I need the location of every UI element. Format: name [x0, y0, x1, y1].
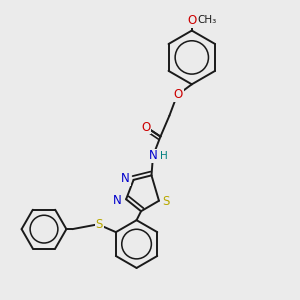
- Text: S: S: [163, 195, 170, 208]
- Text: S: S: [95, 218, 103, 231]
- Text: N: N: [113, 194, 122, 207]
- Text: CH₃: CH₃: [198, 15, 217, 25]
- Text: O: O: [174, 88, 183, 101]
- Text: O: O: [141, 121, 150, 134]
- Text: O: O: [187, 14, 196, 27]
- Text: N: N: [121, 172, 130, 185]
- Text: H: H: [160, 151, 167, 161]
- Text: N: N: [148, 149, 158, 163]
